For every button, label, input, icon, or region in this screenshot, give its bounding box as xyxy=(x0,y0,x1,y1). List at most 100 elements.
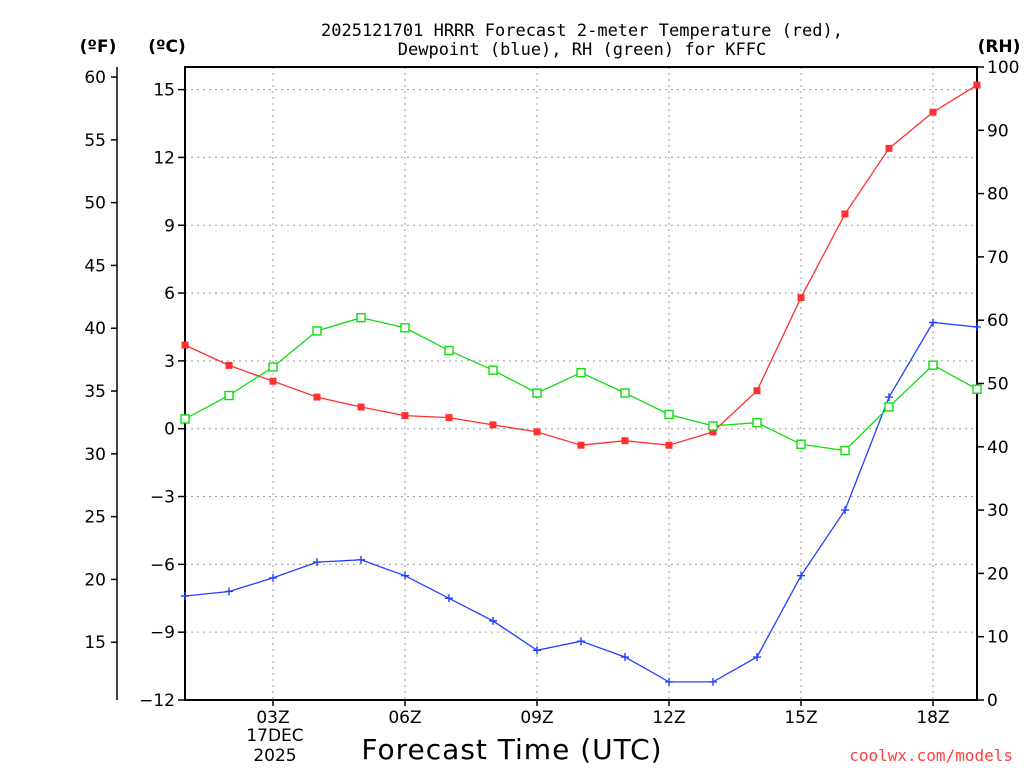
rh-point xyxy=(752,418,762,428)
2-meter-temperature-point xyxy=(973,81,981,89)
2-meter-temperature-point xyxy=(709,428,717,436)
dewpoint-point xyxy=(181,592,189,601)
date-label-day: 17DEC xyxy=(246,726,303,746)
rh-point xyxy=(576,368,586,378)
2-meter-temperature-point xyxy=(665,441,673,449)
dewpoint-point xyxy=(313,558,321,567)
fahrenheit-tick-label: 55 xyxy=(84,131,106,151)
dewpoint-point xyxy=(973,322,981,331)
dewpoint-point xyxy=(445,594,453,603)
2-meter-temperature-point xyxy=(225,361,233,369)
dewpoint-point xyxy=(225,587,233,596)
x-tick-label: 12Z xyxy=(652,708,685,728)
rh-point xyxy=(180,414,190,424)
rh-point xyxy=(444,345,454,356)
dewpoint-point xyxy=(709,677,717,686)
fahrenheit-tick-label: 60 xyxy=(84,68,106,88)
grid-lines xyxy=(185,67,977,700)
rh-point xyxy=(312,326,322,336)
credit-text: coolwx.com/models xyxy=(849,746,1013,765)
rh-point xyxy=(708,421,718,431)
rh-tick-label: 80 xyxy=(987,185,1009,205)
2-meter-temperature-point xyxy=(621,437,629,445)
x-tick-label: 15Z xyxy=(784,708,817,728)
rh-unit-label: (RH) xyxy=(978,37,1021,57)
celsius-tick-label: 0 xyxy=(164,420,175,440)
dewpoint-point xyxy=(533,646,541,655)
rh-point xyxy=(356,312,366,323)
x-tick-label: 06Z xyxy=(388,708,421,728)
dewpoint-point xyxy=(929,318,937,327)
rh-tick-label: 50 xyxy=(987,375,1009,395)
dewpoint-point xyxy=(665,677,673,686)
rh-point xyxy=(488,365,498,375)
celsius-tick-label: 9 xyxy=(164,216,175,236)
fahrenheit-tick-label: 50 xyxy=(84,194,106,214)
dewpoint-point xyxy=(577,637,585,646)
2-meter-temperature-point xyxy=(269,377,277,385)
celsius-tick-label: −12 xyxy=(139,691,175,711)
celsius-tick-label: 3 xyxy=(164,352,175,372)
plot-frame xyxy=(184,66,978,701)
date-label-year: 2025 xyxy=(253,746,296,766)
dewpoint-point xyxy=(269,573,277,582)
celsius-unit-label: (ºC) xyxy=(148,37,186,57)
fahrenheit-tick-label: 45 xyxy=(84,256,106,276)
rh-tick-label: 70 xyxy=(987,248,1009,268)
2-meter-temperature-point xyxy=(489,421,497,429)
rh-tick-label: 20 xyxy=(987,564,1009,584)
chart-title-line-1: 2025121701 HRRR Forecast 2-meter Tempera… xyxy=(321,21,843,41)
rh-point xyxy=(928,360,938,370)
dewpoint-point xyxy=(885,393,893,402)
x-axis-title: Forecast Time (UTC) xyxy=(361,733,662,766)
celsius-tick-label: −3 xyxy=(150,488,175,508)
dewpoint-point xyxy=(401,571,409,580)
fahrenheit-tick-label: 35 xyxy=(84,382,106,402)
2-meter-temperature-line xyxy=(184,84,978,446)
rh-tick-label: 30 xyxy=(987,501,1009,521)
fahrenheit-tick-label: 25 xyxy=(84,508,106,528)
rh-point xyxy=(884,402,894,412)
2-meter-temperature-point xyxy=(929,108,937,116)
rh-tick-label: 40 xyxy=(987,438,1009,458)
fahrenheit-tick-label: 15 xyxy=(84,633,106,653)
x-tick-label: 09Z xyxy=(520,708,553,728)
rh-tick-label: 0 xyxy=(987,691,998,711)
rh-point xyxy=(664,409,674,420)
dewpoint-point xyxy=(357,555,365,564)
rh-line xyxy=(184,317,978,452)
celsius-tick-label: −6 xyxy=(150,555,175,575)
dewpoint-point xyxy=(841,506,849,515)
2-meter-temperature-point xyxy=(181,341,189,349)
celsius-tick-label: −9 xyxy=(150,623,175,643)
2-meter-temperature-point xyxy=(577,441,585,449)
rh-point xyxy=(840,445,850,456)
x-tick-label: 18Z xyxy=(916,708,949,728)
2-meter-temperature-point xyxy=(445,414,453,422)
rh-point xyxy=(268,362,278,372)
rh-point xyxy=(620,388,630,398)
axes: 15129630−3−6−9−1260555045403530252015100… xyxy=(84,58,1019,728)
rh-tick-label: 60 xyxy=(987,311,1009,331)
dewpoint-point xyxy=(489,616,497,625)
2-meter-temperature-point xyxy=(401,412,409,420)
rh-point xyxy=(972,384,982,394)
rh-tick-label: 10 xyxy=(987,628,1009,648)
x-tick-label: 03Z xyxy=(256,708,289,728)
fahrenheit-tick-label: 40 xyxy=(84,319,106,339)
fahrenheit-tick-label: 20 xyxy=(84,570,106,590)
fahrenheit-tick-label: 30 xyxy=(84,445,106,465)
dewpoint-point xyxy=(753,653,761,662)
celsius-tick-label: 15 xyxy=(153,81,175,101)
dewpoint-series xyxy=(181,318,981,686)
celsius-tick-label: 6 xyxy=(164,284,175,304)
2-meter-temperature-point xyxy=(357,403,365,411)
celsius-tick-label: 12 xyxy=(153,148,175,168)
rh-tick-label: 100 xyxy=(987,58,1019,78)
2-meter-temperature-series xyxy=(181,81,981,449)
dewpoint-point xyxy=(797,571,805,580)
dewpoint-point xyxy=(621,653,629,662)
2-meter-temperature-point xyxy=(753,387,761,395)
